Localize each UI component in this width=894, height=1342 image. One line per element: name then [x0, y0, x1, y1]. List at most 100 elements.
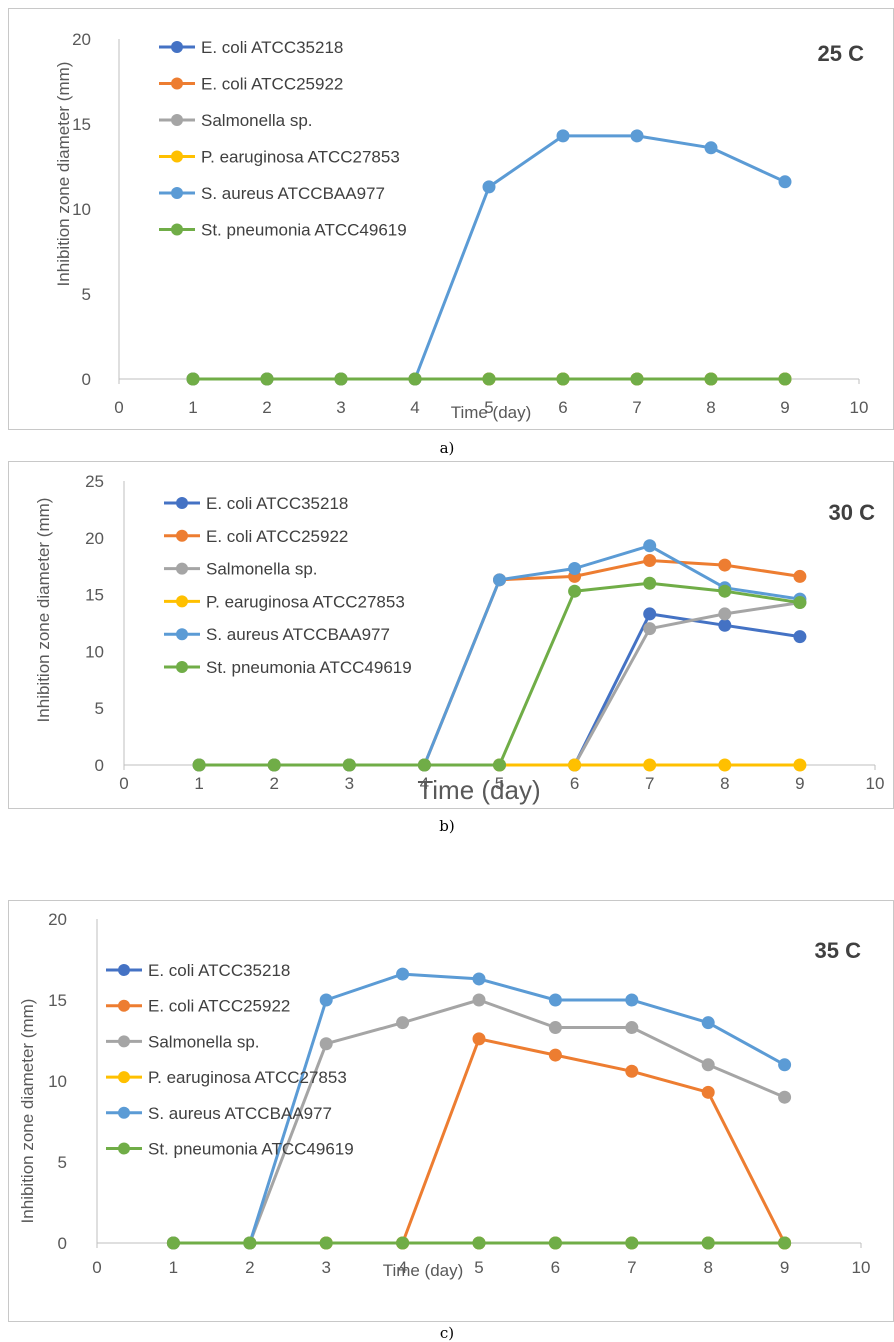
- data-point: [186, 372, 200, 386]
- x-tick-label: 0: [92, 1258, 101, 1277]
- legend-label: P. earuginosa ATCC27853: [201, 148, 400, 167]
- x-tick-label: 1: [194, 774, 203, 793]
- data-point: [472, 1236, 486, 1250]
- data-point: [778, 1090, 792, 1104]
- y-tick-label: 15: [85, 586, 104, 605]
- data-point: [625, 993, 639, 1007]
- legend-swatch-marker: [176, 628, 188, 641]
- x-tick-label: 7: [632, 398, 641, 417]
- data-point: [701, 1058, 715, 1072]
- data-point: [701, 1016, 715, 1030]
- caption-b: b): [439, 817, 455, 835]
- data-point: [396, 1016, 410, 1030]
- data-point: [548, 1021, 562, 1035]
- legend-label: Salmonella sp.: [206, 560, 318, 579]
- data-point: [643, 758, 657, 772]
- caption-c: c): [439, 1324, 455, 1342]
- data-point: [718, 618, 732, 632]
- chart-b-svg: 0 1 2 3 4 5 6 7 8 9 10 0 5 10 15 20 25 Inhibition zone di…: [34, 472, 884, 805]
- data-point: [793, 758, 807, 772]
- data-point: [630, 372, 644, 386]
- legend-label: P. earuginosa ATCC27853: [148, 1068, 347, 1087]
- data-point: [396, 967, 410, 981]
- chart-panel-a: 0 1 2 3 4 5 6 7 8 9 10 0 5 10 15 20 Inhibition zone diam…: [8, 8, 894, 430]
- x-tick-label: 7: [627, 1258, 636, 1277]
- data-point: [408, 372, 422, 386]
- legend-swatch-marker: [171, 114, 183, 126]
- data-point: [701, 1085, 715, 1099]
- y-tick-label: 15: [48, 991, 67, 1010]
- data-point: [556, 372, 570, 386]
- data-point: [778, 1236, 792, 1250]
- x-tick-label: 2: [269, 774, 278, 793]
- legend-label: St. pneumonia ATCC49619: [206, 658, 412, 677]
- data-point: [319, 1037, 333, 1051]
- x-tick-label: 8: [703, 1258, 712, 1277]
- y-tick-label: 5: [82, 285, 91, 304]
- data-point: [778, 372, 792, 386]
- data-point: [267, 758, 281, 772]
- legend-swatch-marker: [176, 595, 188, 608]
- legend-label: St. pneumonia ATCC49619: [201, 221, 407, 240]
- chart-title: 25 C: [818, 41, 865, 66]
- legend-label: Salmonella sp.: [201, 111, 313, 130]
- data-point: [472, 993, 486, 1007]
- data-point: [568, 758, 582, 772]
- chart-title: 30 C: [829, 500, 876, 525]
- y-tick-label: 0: [82, 370, 91, 389]
- x-tick-label: 9: [780, 1258, 789, 1277]
- y-axis-label: Inhibition zone diameter (mm): [34, 498, 53, 723]
- legend-swatch-marker: [176, 497, 188, 509]
- data-point: [482, 180, 496, 194]
- legend-swatch-marker: [176, 529, 188, 542]
- data-point: [625, 1236, 639, 1250]
- x-axis-label: Time (day): [383, 1261, 464, 1280]
- chart-a-svg: 0 1 2 3 4 5 6 7 8 9 10 0 5 10 15 20 Inhibition zone diam…: [54, 30, 868, 422]
- data-point: [630, 129, 644, 143]
- data-point: [493, 758, 506, 772]
- x-tick-label: 1: [169, 1258, 178, 1277]
- x-tick-label: 10: [852, 1258, 871, 1277]
- y-tick-label: 20: [85, 529, 104, 548]
- x-tick-label: 9: [780, 398, 789, 417]
- x-tick-label: 6: [570, 774, 579, 793]
- legend-swatch-marker: [118, 964, 130, 976]
- data-point: [548, 993, 562, 1007]
- data-point: [643, 576, 657, 590]
- legend-swatch-marker: [176, 562, 188, 575]
- x-tick-label: 9: [795, 774, 804, 793]
- x-tick-label: 8: [706, 398, 715, 417]
- data-point: [718, 607, 732, 621]
- x-tick-label: 1: [188, 398, 197, 417]
- x-tick-label: 6: [558, 398, 567, 417]
- data-point: [643, 607, 657, 621]
- x-axis-label: Time (day): [451, 403, 532, 422]
- y-tick-label: 0: [58, 1234, 67, 1253]
- x-tick-label: 0: [114, 398, 123, 417]
- legend-label: E. coli ATCC35218: [206, 494, 348, 513]
- legend-label: Salmonella sp.: [148, 1032, 260, 1051]
- data-point: [718, 758, 732, 772]
- x-tick-label: 0: [119, 774, 128, 793]
- x-tick-label: 7: [645, 774, 654, 793]
- legend-label: S. aureus ATCCBAA977: [206, 625, 390, 644]
- data-point: [417, 758, 431, 772]
- y-tick-label: 0: [95, 756, 104, 775]
- legend-swatch-marker: [176, 661, 188, 673]
- data-point: [793, 569, 807, 583]
- legend-label: E. coli ATCC25922: [201, 75, 343, 94]
- chart-panel-b: 0 1 2 3 4 5 6 7 8 9 10 0 5 10 15 20 25 Inhibition zone di…: [8, 461, 894, 809]
- data-point: [643, 539, 657, 553]
- y-tick-label: 10: [85, 642, 104, 661]
- x-tick-label: 3: [336, 398, 345, 417]
- data-point: [643, 622, 657, 636]
- data-point: [568, 561, 582, 575]
- data-point: [342, 758, 356, 772]
- y-tick-label: 5: [58, 1153, 67, 1172]
- legend-label: P. earuginosa ATCC27853: [206, 592, 405, 611]
- x-tick-label: 5: [484, 398, 493, 417]
- data-point: [493, 573, 506, 587]
- legend-swatch-marker: [118, 1106, 130, 1119]
- x-tick-label: 3: [345, 774, 354, 793]
- x-tick-label: 4: [420, 774, 429, 793]
